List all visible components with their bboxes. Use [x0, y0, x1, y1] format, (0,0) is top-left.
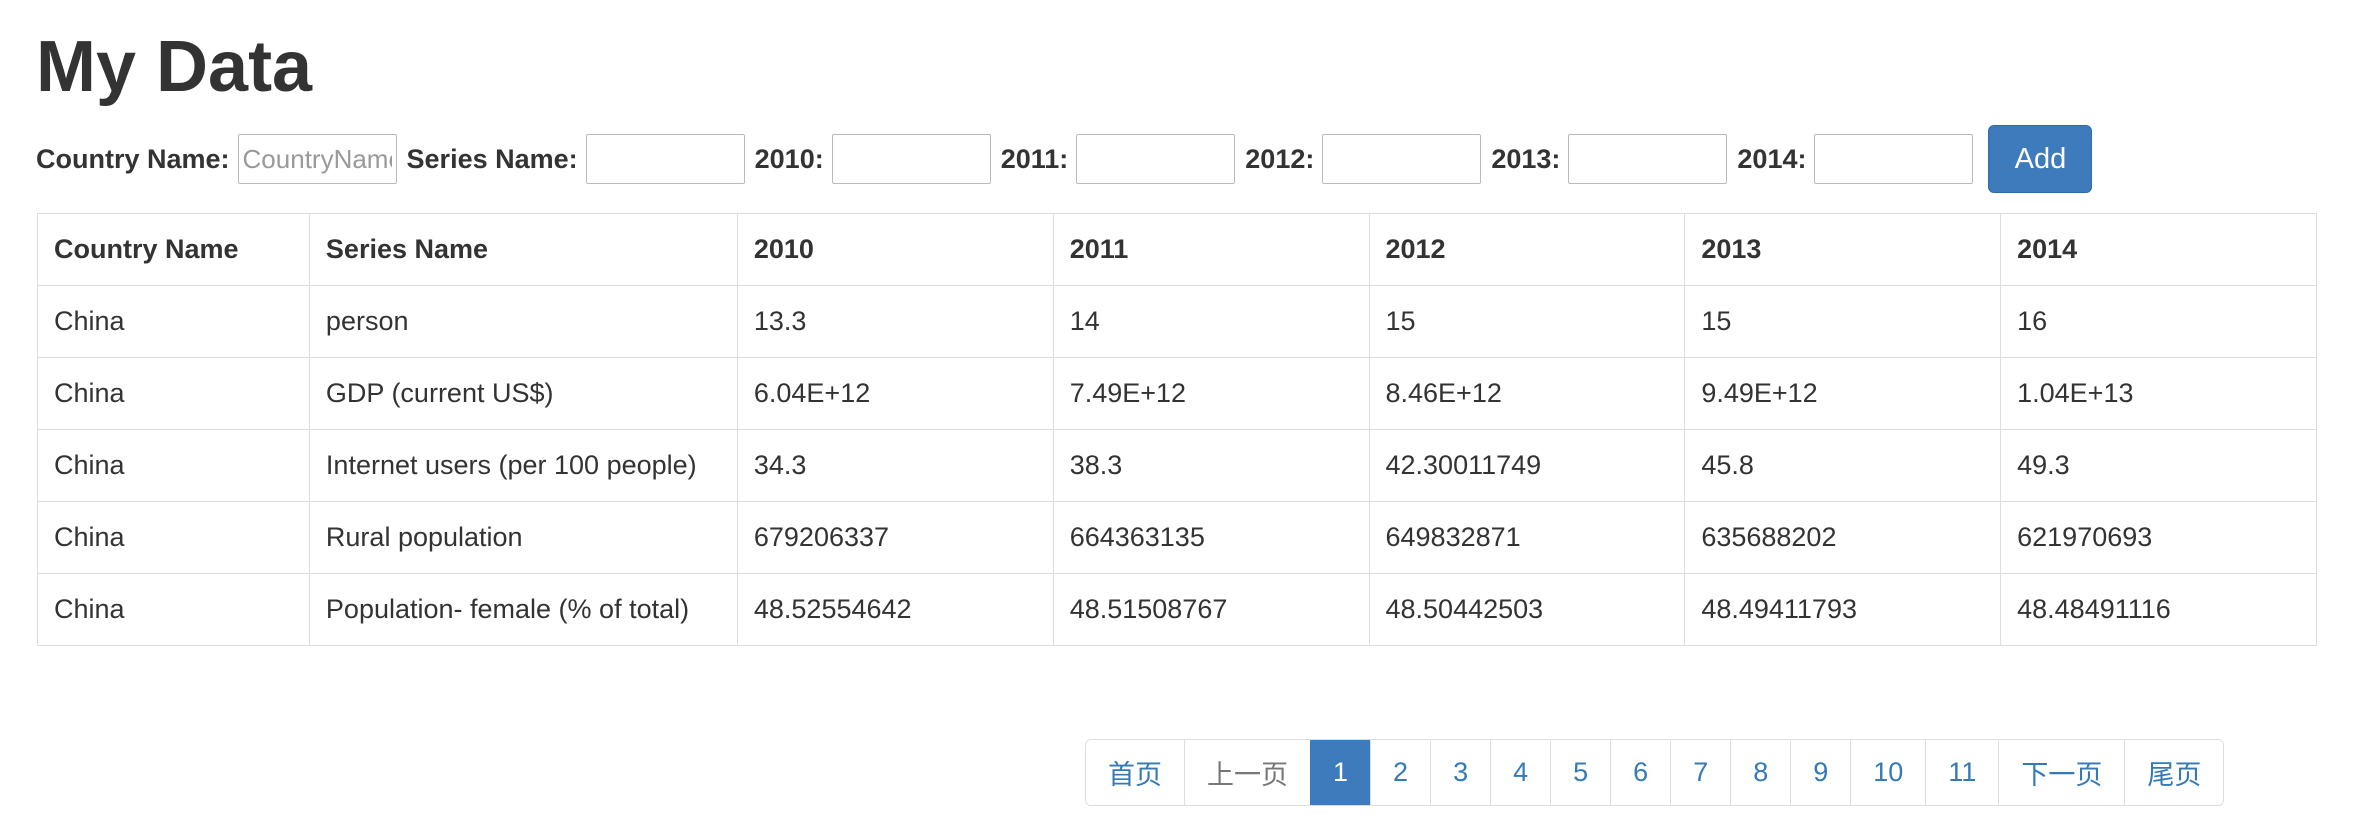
page-last-link[interactable]: 尾页 [2124, 740, 2224, 805]
page-first-link[interactable]: 首页 [1086, 740, 1184, 805]
table-cell: 34.3 [736, 429, 1054, 502]
column-header-series: Series Name [308, 213, 738, 286]
table-row: China person 13.3 14 15 15 16 [37, 285, 2317, 358]
page-title: My Data [36, 27, 313, 107]
column-header-2012: 2012 [1368, 213, 1686, 286]
table-cell: 38.3 [1052, 429, 1370, 502]
page-link-4[interactable]: 4 [1490, 740, 1551, 805]
country-name-label: Country Name: [36, 143, 230, 174]
table-cell: Rural population [308, 501, 738, 574]
table-cell: 664363135 [1052, 501, 1370, 574]
table-cell: 679206337 [736, 501, 1054, 574]
table-cell: China [37, 357, 310, 430]
table-cell: 9.49E+12 [1684, 357, 2002, 430]
page-link-5[interactable]: 5 [1550, 740, 1611, 805]
add-button[interactable]: Add [1988, 125, 2093, 193]
year-2010-label: 2010: [754, 143, 824, 174]
page-link-11[interactable]: 11 [1925, 740, 1999, 805]
table-cell: 48.48491116 [2000, 573, 2317, 646]
year-2011-label: 2011: [1000, 143, 1069, 174]
data-table: Country Name Series Name 2010 2011 2012 … [37, 213, 2317, 646]
page-prev-link[interactable]: 上一页 [1184, 740, 1310, 805]
table-cell: 13.3 [736, 285, 1054, 358]
table-cell: 15 [1368, 285, 1686, 358]
column-header-2014: 2014 [2000, 213, 2317, 286]
table-cell: 16 [2000, 285, 2317, 358]
table-cell: 6.04E+12 [736, 357, 1054, 430]
table-header-row: Country Name Series Name 2010 2011 2012 … [37, 213, 2317, 286]
year-2011-input[interactable] [1076, 134, 1236, 184]
page-link-8[interactable]: 8 [1730, 740, 1791, 805]
page-link-2[interactable]: 2 [1370, 740, 1431, 805]
table-cell: person [308, 285, 738, 358]
country-name-input[interactable] [237, 134, 397, 184]
year-2013-input[interactable] [1568, 134, 1728, 184]
year-2014-input[interactable] [1814, 134, 1974, 184]
year-2012-label: 2012: [1245, 143, 1315, 174]
table-cell: 15 [1684, 285, 2002, 358]
table-cell: China [37, 573, 310, 646]
table-cell: 42.30011749 [1368, 429, 1686, 502]
column-header-2013: 2013 [1684, 213, 2002, 286]
table-cell: Internet users (per 100 people) [308, 429, 738, 502]
table-cell: 1.04E+13 [2000, 357, 2317, 430]
table-cell: 649832871 [1368, 501, 1686, 574]
table-cell: Population- female (% of total) [308, 573, 738, 646]
table-cell: 7.49E+12 [1052, 357, 1370, 430]
table-cell: 621970693 [2000, 501, 2317, 574]
table-row: China GDP (current US$) 6.04E+12 7.49E+1… [37, 357, 2317, 430]
table-cell: 45.8 [1684, 429, 2002, 502]
year-2010-input[interactable] [831, 134, 991, 184]
table-cell: 49.3 [2000, 429, 2317, 502]
column-header-2010: 2010 [736, 213, 1054, 286]
table-cell: China [37, 285, 310, 358]
table-cell: 14 [1052, 285, 1370, 358]
year-2013-label: 2013: [1491, 143, 1561, 174]
table-cell: China [37, 429, 310, 502]
table-cell: 48.51508767 [1052, 573, 1370, 646]
table-cell: 48.49411793 [1684, 573, 2002, 646]
page-link-3[interactable]: 3 [1430, 740, 1491, 805]
table-cell: 48.52554642 [736, 573, 1054, 646]
column-header-country: Country Name [37, 213, 310, 286]
page-link-9[interactable]: 9 [1790, 740, 1851, 805]
page-link-6[interactable]: 6 [1610, 740, 1671, 805]
table-cell: China [37, 501, 310, 574]
table-cell: 48.50442503 [1368, 573, 1686, 646]
year-2012-input[interactable] [1322, 134, 1482, 184]
table-cell: GDP (current US$) [308, 357, 738, 430]
add-data-form: Country Name: Series Name: 2010: 2011: 2… [36, 124, 2093, 194]
table-row: China Rural population 679206337 6643631… [37, 501, 2317, 574]
page-link-1[interactable]: 1 [1310, 740, 1371, 805]
series-name-input[interactable] [585, 134, 745, 184]
series-name-label: Series Name: [406, 143, 578, 174]
page-next-link[interactable]: 下一页 [1998, 740, 2125, 805]
table-row: China Internet users (per 100 people) 34… [37, 429, 2317, 502]
table-row: China Population- female (% of total) 48… [37, 573, 2317, 646]
table-cell: 8.46E+12 [1368, 357, 1686, 430]
column-header-2011: 2011 [1052, 213, 1370, 286]
pagination: 首页 上一页 1 2 3 4 5 6 7 8 9 10 11 下一页 尾页 [1085, 739, 2225, 806]
page-link-10[interactable]: 10 [1850, 740, 1926, 805]
year-2014-label: 2014: [1737, 143, 1807, 174]
table-cell: 635688202 [1684, 501, 2002, 574]
page-link-7[interactable]: 7 [1670, 740, 1731, 805]
